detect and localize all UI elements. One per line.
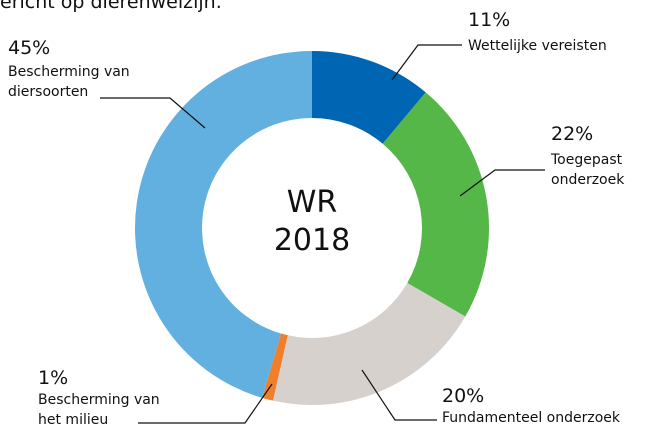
value-label: 1% bbox=[38, 367, 69, 389]
category-label: Toegepast onderzoek bbox=[551, 152, 625, 188]
leader-line bbox=[459, 169, 545, 197]
category-label: Bescherming van het milieu bbox=[38, 392, 160, 428]
leader-line bbox=[391, 44, 462, 81]
slice bbox=[312, 51, 426, 144]
value-label: 22% bbox=[551, 123, 594, 145]
value-label: 20% bbox=[442, 385, 485, 407]
slice bbox=[382, 92, 490, 317]
leader-line bbox=[138, 383, 273, 424]
center-label: 2018 bbox=[274, 223, 350, 258]
value-label: 45% bbox=[8, 37, 51, 59]
category-label: Wettelijke vereisten bbox=[468, 38, 607, 54]
center-label: WR bbox=[287, 185, 338, 220]
leader-line bbox=[361, 369, 437, 421]
title: ericht op dierenwelzijn. bbox=[0, 0, 222, 13]
category-label: Fundamenteel onderzoek bbox=[442, 410, 621, 426]
slice bbox=[262, 333, 288, 401]
category-label: Bescherming van diersoorten bbox=[8, 64, 130, 100]
value-label: 11% bbox=[468, 9, 511, 31]
slice bbox=[134, 51, 312, 398]
leader-line bbox=[100, 97, 206, 129]
slice bbox=[273, 283, 466, 405]
